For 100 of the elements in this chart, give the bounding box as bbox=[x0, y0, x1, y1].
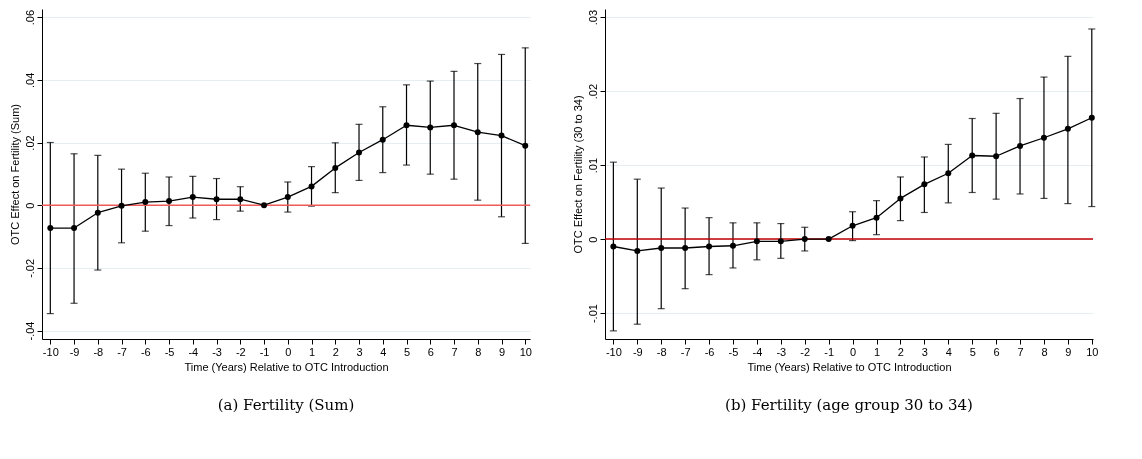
point bbox=[237, 196, 244, 203]
point bbox=[403, 122, 410, 129]
x-tick-label: 4 bbox=[945, 345, 952, 358]
x-tick-label: -6 bbox=[140, 345, 151, 358]
point bbox=[1088, 114, 1095, 121]
x-tick-label: -2 bbox=[235, 345, 246, 358]
x-tick-label: 0 bbox=[285, 345, 292, 358]
x-tick-label: -5 bbox=[164, 345, 175, 358]
point bbox=[825, 236, 832, 243]
x-tick-label: 9 bbox=[1065, 345, 1072, 358]
x-tick-label: 3 bbox=[921, 345, 928, 358]
point bbox=[753, 238, 760, 245]
x-tick-label: 1 bbox=[873, 345, 881, 358]
text: (b) Fertility (age group 30 to 34) bbox=[725, 396, 973, 414]
y-tick-label: -.01 bbox=[586, 304, 599, 324]
point bbox=[873, 214, 880, 221]
point bbox=[142, 199, 149, 206]
y-tick-label: .02 bbox=[23, 135, 36, 151]
x-tick-label: 2 bbox=[332, 345, 339, 358]
x-axis-title: Time (Years) Relative to OTC Introduction bbox=[184, 360, 389, 373]
x-tick-label: 7 bbox=[451, 345, 458, 358]
point bbox=[356, 149, 363, 156]
x-tick-label: 6 bbox=[427, 345, 434, 358]
point bbox=[706, 243, 713, 250]
point bbox=[945, 170, 952, 177]
x-tick-label: 2 bbox=[897, 345, 904, 358]
point bbox=[189, 194, 196, 201]
point bbox=[451, 122, 458, 129]
point bbox=[47, 225, 54, 232]
point bbox=[284, 194, 291, 201]
point bbox=[1064, 125, 1071, 132]
point bbox=[498, 132, 505, 139]
point bbox=[777, 238, 784, 245]
point bbox=[308, 183, 315, 190]
x-tick-label: -6 bbox=[704, 345, 715, 358]
y-tick-label: -.02 bbox=[23, 258, 36, 278]
point bbox=[969, 152, 976, 159]
y-tick-label: .04 bbox=[23, 72, 36, 88]
x-tick-label: -1 bbox=[824, 345, 835, 358]
y-tick-label: .06 bbox=[23, 10, 36, 26]
x-tick-label: -9 bbox=[632, 345, 643, 358]
x-axis-title: Time (Years) Relative to OTC Introduction bbox=[747, 360, 952, 373]
x-tick-label: 5 bbox=[969, 345, 976, 358]
x-tick-label: 1 bbox=[308, 345, 316, 358]
point bbox=[849, 222, 856, 229]
point bbox=[1017, 142, 1024, 149]
x-tick-label: -10 bbox=[42, 345, 59, 358]
x-tick-label: -3 bbox=[776, 345, 787, 358]
x-tick-label: -1 bbox=[259, 345, 270, 358]
point bbox=[71, 225, 78, 232]
point bbox=[993, 153, 1000, 160]
y-axis-title: OTC Effect on Fertility (30 to 34) bbox=[571, 95, 584, 254]
point bbox=[658, 245, 665, 251]
x-tick-label: -8 bbox=[656, 345, 667, 358]
y-axis-title: OTC Effect on Fertility (Sum) bbox=[8, 104, 21, 245]
point bbox=[213, 196, 220, 203]
point bbox=[379, 136, 386, 143]
x-tick-label: -7 bbox=[680, 345, 691, 358]
x-tick-label: 5 bbox=[403, 345, 411, 358]
x-tick-label: -5 bbox=[728, 345, 739, 358]
x-tick-label: -10 bbox=[605, 345, 622, 358]
x-tick-label: -7 bbox=[117, 345, 127, 358]
x-tick-label: 8 bbox=[475, 345, 482, 358]
x-tick-label: 4 bbox=[380, 345, 387, 358]
point bbox=[474, 129, 481, 136]
point bbox=[921, 181, 928, 188]
text: (a) Fertility (Sum) bbox=[217, 396, 355, 414]
point bbox=[729, 242, 736, 249]
y-tick-label: 0 bbox=[23, 202, 36, 209]
x-tick-label: 0 bbox=[850, 345, 857, 358]
point bbox=[682, 245, 689, 251]
point bbox=[897, 195, 904, 202]
point bbox=[522, 142, 529, 149]
point bbox=[118, 202, 125, 209]
point bbox=[261, 202, 268, 209]
x-tick-label: -4 bbox=[752, 345, 763, 358]
x-tick-label: 8 bbox=[1041, 345, 1048, 358]
point bbox=[94, 209, 101, 216]
x-tick-label: -8 bbox=[93, 345, 104, 358]
y-tick-label: .01 bbox=[586, 157, 599, 174]
x-tick-label: -3 bbox=[212, 345, 222, 358]
y-tick-label: .03 bbox=[586, 9, 599, 26]
point bbox=[427, 124, 434, 131]
x-tick-label: 3 bbox=[356, 345, 363, 358]
x-tick-label: 7 bbox=[1017, 345, 1024, 358]
point bbox=[166, 198, 173, 205]
y-tick-label: .02 bbox=[586, 83, 599, 100]
x-tick-label: 9 bbox=[498, 345, 506, 358]
point bbox=[1040, 134, 1047, 141]
x-tick-label: -9 bbox=[69, 345, 80, 358]
point bbox=[332, 164, 339, 171]
x-tick-label: 6 bbox=[993, 345, 1000, 358]
x-tick-label: -4 bbox=[188, 345, 199, 358]
point bbox=[634, 247, 641, 254]
point bbox=[801, 236, 808, 243]
x-tick-label: 10 bbox=[519, 345, 532, 358]
x-tick-label: -2 bbox=[800, 345, 811, 358]
x-tick-label: 10 bbox=[1086, 345, 1099, 358]
y-tick-label: -.04 bbox=[23, 321, 36, 341]
point bbox=[610, 243, 617, 250]
